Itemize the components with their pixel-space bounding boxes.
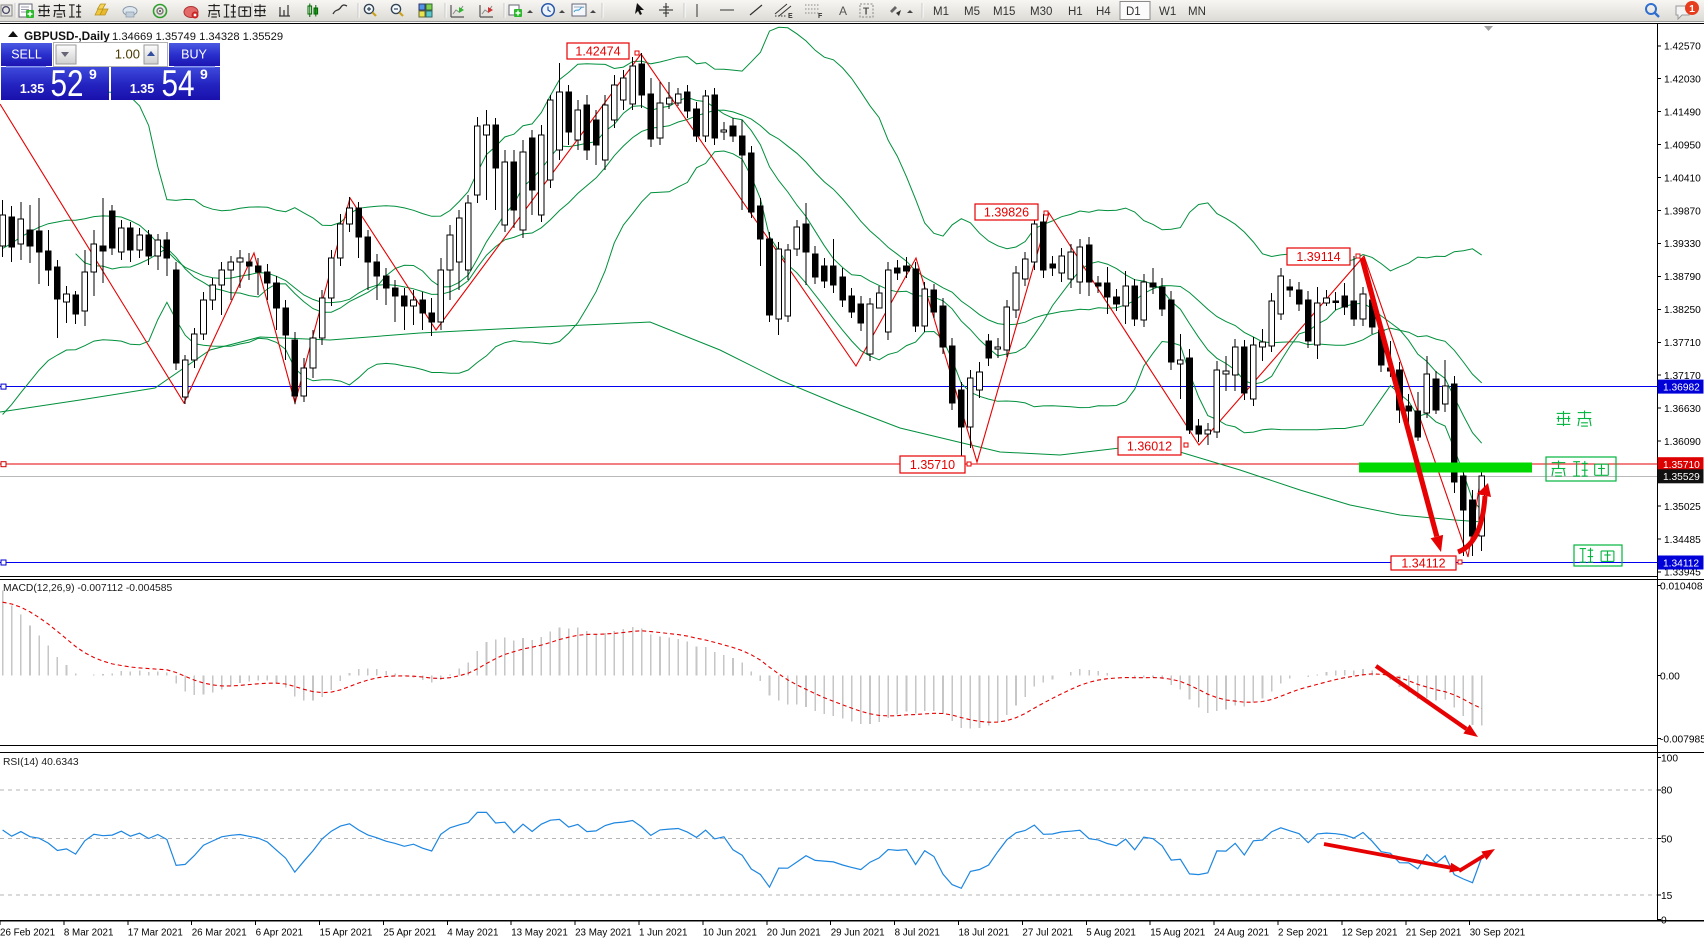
svg-text:8 Mar 2021: 8 Mar 2021 xyxy=(64,928,114,939)
svg-text:21 Sep 2021: 21 Sep 2021 xyxy=(1406,928,1462,939)
svg-text:MN: MN xyxy=(1188,6,1206,18)
svg-text:1.37170: 1.37170 xyxy=(1664,371,1701,382)
svg-text:1.36630: 1.36630 xyxy=(1664,404,1701,415)
svg-text:5 Aug 2021: 5 Aug 2021 xyxy=(1086,928,1136,939)
svg-text:-0.007985: -0.007985 xyxy=(1660,734,1704,745)
svg-text:T: T xyxy=(863,7,869,18)
svg-text:1.37710: 1.37710 xyxy=(1664,338,1701,349)
svg-text:80: 80 xyxy=(1661,786,1673,797)
svg-text:H4: H4 xyxy=(1096,6,1111,18)
svg-text:E: E xyxy=(788,13,793,20)
svg-text:M15: M15 xyxy=(993,6,1015,18)
svg-text:12 Sep 2021: 12 Sep 2021 xyxy=(1342,928,1398,939)
svg-text:54: 54 xyxy=(162,63,195,104)
svg-text:1.39114: 1.39114 xyxy=(1296,250,1340,264)
svg-text:1.42030: 1.42030 xyxy=(1664,75,1701,86)
svg-text:24 Aug 2021: 24 Aug 2021 xyxy=(1214,928,1269,939)
svg-text:F: F xyxy=(818,13,823,20)
svg-text:1.36090: 1.36090 xyxy=(1664,437,1701,448)
svg-text:27 Jul 2021: 27 Jul 2021 xyxy=(1022,928,1073,939)
svg-text:W1: W1 xyxy=(1159,6,1176,18)
svg-text:0.010408: 0.010408 xyxy=(1660,582,1703,593)
svg-text:0: 0 xyxy=(1661,915,1667,926)
svg-text:1.35710: 1.35710 xyxy=(1663,460,1700,471)
svg-text:26 Mar 2021: 26 Mar 2021 xyxy=(192,928,247,939)
svg-text:10 Jun 2021: 10 Jun 2021 xyxy=(703,928,757,939)
svg-text:1.35710: 1.35710 xyxy=(910,458,955,472)
svg-text:4 May 2021: 4 May 2021 xyxy=(447,928,498,939)
svg-text:H1: H1 xyxy=(1068,6,1083,18)
svg-text:30 Sep 2021: 30 Sep 2021 xyxy=(1470,928,1526,939)
svg-text:1.35: 1.35 xyxy=(20,82,44,96)
svg-text:1.35: 1.35 xyxy=(130,82,154,96)
svg-text:2 Sep 2021: 2 Sep 2021 xyxy=(1278,928,1328,939)
svg-text:1 Jun 2021: 1 Jun 2021 xyxy=(639,928,687,939)
svg-text:50: 50 xyxy=(1661,834,1673,845)
svg-text:26 Feb 2021: 26 Feb 2021 xyxy=(0,928,55,939)
svg-text:1.34112: 1.34112 xyxy=(1663,558,1699,569)
svg-text:15 Aug 2021: 15 Aug 2021 xyxy=(1150,928,1205,939)
svg-text:M5: M5 xyxy=(964,6,980,18)
svg-text:18 Jul 2021: 18 Jul 2021 xyxy=(959,928,1010,939)
svg-text:M1: M1 xyxy=(933,6,949,18)
svg-text:1.39826: 1.39826 xyxy=(984,206,1029,220)
svg-text:8 Jul 2021: 8 Jul 2021 xyxy=(895,928,940,939)
svg-text:15 Apr 2021: 15 Apr 2021 xyxy=(320,928,373,939)
svg-text:29 Jun 2021: 29 Jun 2021 xyxy=(831,928,885,939)
svg-text:D1: D1 xyxy=(1126,6,1141,18)
svg-text:1.33945: 1.33945 xyxy=(1664,568,1701,579)
svg-text:1.42474: 1.42474 xyxy=(575,45,620,59)
svg-text:SELL: SELL xyxy=(11,48,42,62)
svg-text:20 Jun 2021: 20 Jun 2021 xyxy=(767,928,821,939)
svg-text:A: A xyxy=(839,4,847,18)
svg-text:1.40410: 1.40410 xyxy=(1664,173,1701,184)
svg-text:RSI(14) 40.6343: RSI(14) 40.6343 xyxy=(3,757,79,768)
svg-text:1.00: 1.00 xyxy=(115,47,140,62)
svg-text:1.36012: 1.36012 xyxy=(1127,440,1172,454)
svg-text:9: 9 xyxy=(200,66,208,82)
svg-text:6 Apr 2021: 6 Apr 2021 xyxy=(256,928,303,939)
svg-text:23 May 2021: 23 May 2021 xyxy=(575,928,632,939)
svg-text:1.42570: 1.42570 xyxy=(1664,42,1701,53)
svg-text:1.34485: 1.34485 xyxy=(1664,535,1701,546)
svg-text:1.35529: 1.35529 xyxy=(1663,472,1700,483)
svg-text:25 Apr 2021: 25 Apr 2021 xyxy=(383,928,436,939)
svg-text:1.36982: 1.36982 xyxy=(1663,382,1700,393)
svg-text:13 May 2021: 13 May 2021 xyxy=(511,928,568,939)
svg-text:1: 1 xyxy=(1689,3,1695,15)
svg-text:100: 100 xyxy=(1661,753,1678,764)
svg-text:BUY: BUY xyxy=(181,48,207,62)
svg-text:1.39330: 1.39330 xyxy=(1664,239,1701,250)
svg-text:52: 52 xyxy=(51,63,84,104)
svg-text:1.41490: 1.41490 xyxy=(1664,108,1701,119)
svg-text:1.38790: 1.38790 xyxy=(1664,272,1701,283)
svg-text:1.39870: 1.39870 xyxy=(1664,206,1701,217)
svg-text:1.35025: 1.35025 xyxy=(1664,502,1701,513)
svg-text:M30: M30 xyxy=(1030,6,1052,18)
svg-text:MACD(12,26,9) -0.007112 -0.004: MACD(12,26,9) -0.007112 -0.004585 xyxy=(3,583,173,594)
svg-text:1.34669 1.35749 1.34328 1.3552: 1.34669 1.35749 1.34328 1.35529 xyxy=(112,31,283,43)
svg-text:9: 9 xyxy=(89,66,97,82)
svg-text:0.00: 0.00 xyxy=(1660,671,1680,682)
svg-text:17 Mar 2021: 17 Mar 2021 xyxy=(128,928,183,939)
svg-text:1.40950: 1.40950 xyxy=(1664,140,1701,151)
svg-text:15: 15 xyxy=(1661,891,1673,902)
svg-text:1.38250: 1.38250 xyxy=(1664,305,1701,316)
svg-text:1.34112: 1.34112 xyxy=(1401,557,1445,571)
svg-text:GBPUSD-,Daily: GBPUSD-,Daily xyxy=(24,29,110,43)
